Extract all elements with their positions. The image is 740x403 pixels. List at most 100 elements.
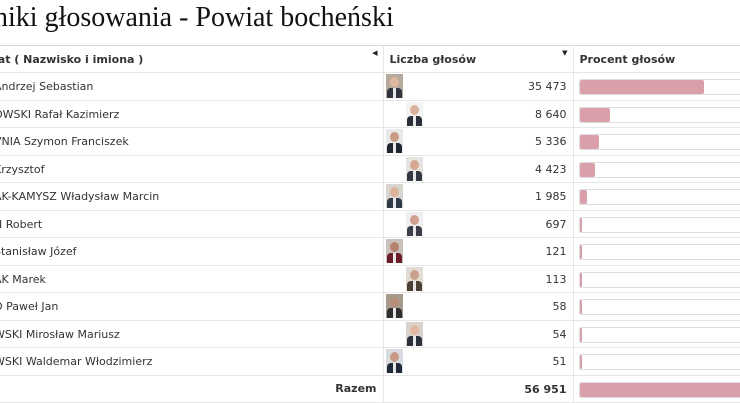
total-percent-fill bbox=[580, 383, 740, 397]
votes-cell: 113 bbox=[383, 265, 573, 293]
candidate-name-cell: AK Marek bbox=[0, 265, 383, 293]
votes-cell: 54 bbox=[383, 320, 573, 348]
candidate-name-cell: Andrzej Sebastian bbox=[0, 73, 383, 101]
table-row: Stanisław Józef 121 bbox=[0, 238, 740, 266]
sort-desc-icon[interactable]: ▼ bbox=[562, 49, 567, 57]
column-header-percent[interactable]: Procent głosów bbox=[573, 46, 740, 73]
percent-bar bbox=[579, 217, 740, 233]
vote-count: 121 bbox=[546, 245, 567, 258]
percent-cell bbox=[573, 238, 740, 266]
table-row: Krzysztof 4 423 bbox=[0, 155, 740, 183]
table-row: Andrzej Sebastian 35 473 6 bbox=[0, 73, 740, 101]
votes-cell: 121 bbox=[383, 238, 573, 266]
percent-fill bbox=[580, 300, 582, 314]
candidate-name-cell: WSKI Waldemar Włodzimierz bbox=[0, 348, 383, 376]
percent-fill bbox=[580, 80, 704, 94]
votes-cell: 8 640 bbox=[383, 100, 573, 128]
total-row: Razem 56 951 10 bbox=[0, 375, 740, 403]
votes-cell: 58 bbox=[383, 293, 573, 321]
vote-count: 113 bbox=[546, 273, 567, 286]
percent-bar: 1 bbox=[579, 107, 740, 123]
total-label: Razem bbox=[0, 375, 383, 403]
candidate-photo bbox=[386, 349, 403, 373]
percent-bar bbox=[579, 189, 740, 205]
table-row: WSKI Waldemar Włodzimierz 51 bbox=[0, 348, 740, 376]
votes-cell: 35 473 bbox=[383, 73, 573, 101]
vote-count: 54 bbox=[553, 328, 567, 341]
percent-cell bbox=[573, 320, 740, 348]
column-header-votes[interactable]: Liczba głosów ▼ bbox=[383, 46, 573, 73]
candidate-photo bbox=[386, 184, 403, 208]
vote-count: 8 640 bbox=[535, 108, 567, 121]
candidate-photo bbox=[386, 239, 403, 263]
candidate-photo bbox=[406, 322, 423, 346]
table-row: Ń Robert 697 bbox=[0, 210, 740, 238]
percent-fill bbox=[580, 163, 595, 177]
percent-cell bbox=[573, 210, 740, 238]
percent-fill bbox=[580, 245, 582, 259]
percent-bar bbox=[579, 134, 740, 150]
candidate-name: Ń Robert bbox=[0, 218, 42, 231]
total-votes: 56 951 bbox=[524, 383, 566, 396]
percent-cell bbox=[573, 348, 740, 376]
percent-fill bbox=[580, 328, 582, 342]
percent-bar bbox=[579, 299, 740, 315]
candidate-photo bbox=[406, 212, 423, 236]
percent-bar bbox=[579, 354, 740, 370]
candidate-name: O Paweł Jan bbox=[0, 300, 58, 313]
table-row: WSKI Mirosław Mariusz 54 bbox=[0, 320, 740, 348]
total-percent-bar: 10 bbox=[579, 382, 740, 398]
candidate-name-cell: Stanisław Józef bbox=[0, 238, 383, 266]
candidate-name-cell: AK-KAMYSZ Władysław Marcin bbox=[0, 183, 383, 211]
table-header-row: lat ( Nazwisko i imiona ) ◀ Liczba głosó… bbox=[0, 46, 740, 73]
percent-fill bbox=[580, 190, 587, 204]
column-header-votes-label: Liczba głosów bbox=[384, 53, 477, 66]
candidate-photo bbox=[406, 157, 423, 181]
table-row: VNIA Szymon Franciszek 5 336 bbox=[0, 128, 740, 156]
votes-cell: 1 985 bbox=[383, 183, 573, 211]
table-row: AK Marek 113 bbox=[0, 265, 740, 293]
votes-cell: 5 336 bbox=[383, 128, 573, 156]
column-header-candidate-label: lat ( Nazwisko i imiona ) bbox=[0, 53, 143, 66]
candidate-photo bbox=[386, 74, 403, 98]
column-header-percent-label: Procent głosów bbox=[574, 53, 676, 66]
percent-cell bbox=[573, 183, 740, 211]
candidate-name: VNIA Szymon Franciszek bbox=[0, 135, 129, 148]
candidate-name-cell: OWSKI Rafał Kazimierz bbox=[0, 100, 383, 128]
percent-bar bbox=[579, 327, 740, 343]
vote-count: 4 423 bbox=[535, 163, 567, 176]
candidate-name-cell: Ń Robert bbox=[0, 210, 383, 238]
candidate-name: OWSKI Rafał Kazimierz bbox=[0, 108, 119, 121]
votes-cell: 51 bbox=[383, 348, 573, 376]
candidate-name-cell: WSKI Mirosław Mariusz bbox=[0, 320, 383, 348]
percent-cell bbox=[573, 128, 740, 156]
candidate-name: WSKI Mirosław Mariusz bbox=[0, 328, 120, 341]
candidate-name-cell: VNIA Szymon Franciszek bbox=[0, 128, 383, 156]
percent-fill bbox=[580, 273, 582, 287]
percent-bar bbox=[579, 162, 740, 178]
candidate-name: WSKI Waldemar Włodzimierz bbox=[0, 355, 152, 368]
percent-bar bbox=[579, 244, 740, 260]
percent-cell: 1 bbox=[573, 100, 740, 128]
sort-arrow-icon[interactable]: ◀ bbox=[372, 49, 377, 57]
percent-bar: 6 bbox=[579, 79, 740, 95]
candidate-photo bbox=[406, 267, 423, 291]
candidate-name: AK-KAMYSZ Władysław Marcin bbox=[0, 190, 159, 203]
candidate-name-cell: O Paweł Jan bbox=[0, 293, 383, 321]
votes-cell: 697 bbox=[383, 210, 573, 238]
vote-count: 51 bbox=[553, 355, 567, 368]
table-row: O Paweł Jan 58 bbox=[0, 293, 740, 321]
candidate-name: Stanisław Józef bbox=[0, 245, 77, 258]
vote-count: 35 473 bbox=[528, 80, 567, 93]
votes-cell: 4 423 bbox=[383, 155, 573, 183]
results-table: lat ( Nazwisko i imiona ) ◀ Liczba głosó… bbox=[0, 45, 740, 403]
percent-fill bbox=[580, 135, 599, 149]
percent-bar bbox=[579, 272, 740, 288]
column-header-candidate[interactable]: lat ( Nazwisko i imiona ) ◀ bbox=[0, 46, 383, 73]
percent-cell bbox=[573, 265, 740, 293]
percent-fill bbox=[580, 108, 610, 122]
percent-fill bbox=[580, 355, 582, 369]
vote-count: 697 bbox=[546, 218, 567, 231]
candidate-photo bbox=[386, 294, 403, 318]
percent-cell bbox=[573, 293, 740, 321]
